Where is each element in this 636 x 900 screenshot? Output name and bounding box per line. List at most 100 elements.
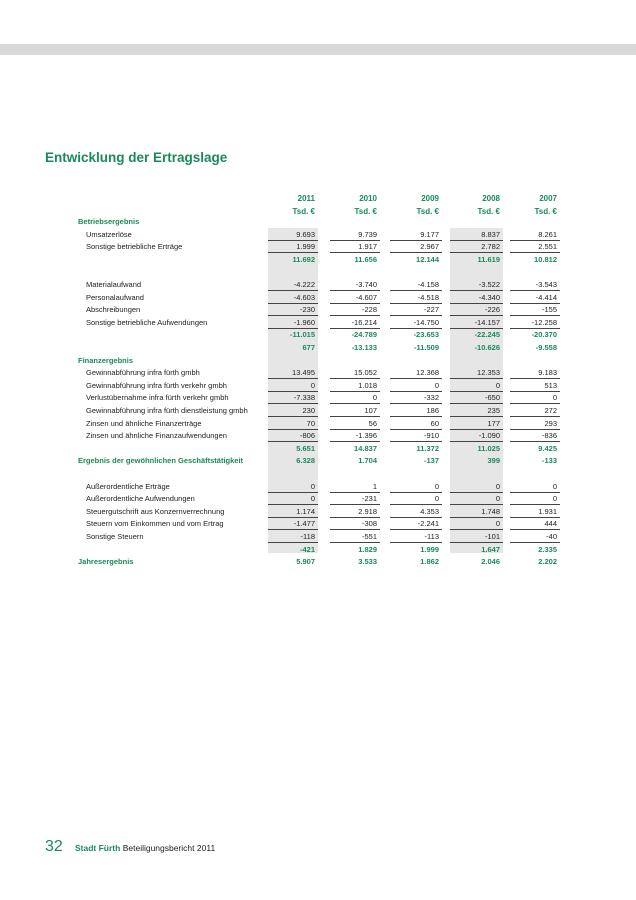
value-cell: 0 <box>268 481 318 493</box>
total-value: -10.626 <box>474 343 500 352</box>
value-cell: -231 <box>330 493 380 506</box>
value-cell: 12.368 <box>390 367 442 380</box>
brand: Stadt Fürth <box>75 843 121 853</box>
total-value: 12.144 <box>416 254 439 264</box>
row-label: Abschreibungen <box>86 305 141 315</box>
value-cell: 177 <box>450 418 503 430</box>
value-cell: -1.090 <box>450 430 503 443</box>
value-cell: -332 <box>390 392 442 405</box>
total-value: -23.653 <box>413 330 439 340</box>
value-cell: 0 <box>450 493 503 506</box>
total-value: 677 <box>302 343 315 352</box>
value-cell: 230 <box>268 405 318 417</box>
value-cell: 9.693 <box>268 229 318 241</box>
value-cell: 0 <box>510 493 560 506</box>
value-cell: -101 <box>450 531 503 543</box>
total-value: 3.533 <box>358 557 377 567</box>
row-label: Sonstige betriebliche Aufwendungen <box>86 317 208 327</box>
total-value: -421 <box>299 544 315 554</box>
row-label: Umsatzerlöse <box>86 229 132 239</box>
value-cell: -4.340 <box>450 292 503 304</box>
value-cell: 8.837 <box>450 229 503 241</box>
value-cell: 186 <box>390 405 442 417</box>
value-cell: -113 <box>390 531 442 543</box>
value-cell: -836 <box>510 430 560 443</box>
total-value: 2.335 <box>538 544 557 554</box>
total-value: -9.558 <box>535 343 557 352</box>
total-value: -137 <box>423 456 439 466</box>
year-header: 2007 <box>539 194 557 203</box>
value-cell: -3.543 <box>510 279 560 291</box>
value-cell: 0 <box>510 392 560 405</box>
value-cell: 272 <box>510 405 560 417</box>
total-value: -133 <box>541 456 557 466</box>
value-cell: 2.918 <box>330 506 380 518</box>
total-value: -11.015 <box>289 330 315 340</box>
value-cell: -4.603 <box>268 292 318 304</box>
value-cell: 1 <box>330 481 380 493</box>
value-cell: -806 <box>268 430 318 443</box>
row-label: Steuergutschrift aus Konzernverrechnung <box>86 506 225 516</box>
page-title: Entwicklung der Ertragslage <box>45 150 228 165</box>
row-label: Gewinnabführung infra fürth dienstleistu… <box>86 406 248 415</box>
value-cell: 0 <box>450 380 503 392</box>
total-label: Jahresergebnis <box>78 557 134 567</box>
value-cell: 15.052 <box>330 367 380 380</box>
unit-header: Tsd. € <box>292 207 315 216</box>
value-cell: -40 <box>510 531 560 543</box>
page-number: 32 <box>45 838 63 855</box>
total-value: 1.704 <box>358 456 377 466</box>
total-value: 399 <box>487 456 500 466</box>
value-cell: 235 <box>450 405 503 417</box>
value-cell: -16.214 <box>330 317 380 329</box>
total-value: 1.999 <box>420 544 439 554</box>
value-cell: 0 <box>330 392 380 405</box>
value-cell: -4.414 <box>510 292 560 304</box>
value-cell: 56 <box>330 418 380 430</box>
total-value: -11.509 <box>413 343 439 352</box>
value-cell: -226 <box>450 304 503 317</box>
year-header: 2011 <box>297 194 315 203</box>
value-cell: 13.495 <box>268 367 318 380</box>
unit-header: Tsd. € <box>477 207 500 216</box>
total-value: 11.619 <box>477 254 500 264</box>
value-cell: -551 <box>330 531 380 543</box>
value-cell: -650 <box>450 392 503 405</box>
column-shade <box>450 228 503 553</box>
total-value: 2.202 <box>538 557 557 567</box>
total-value: 1.829 <box>358 544 377 554</box>
footer-text: Stadt Fürth Beteiligungsbericht 2011 <box>75 843 215 853</box>
row-label: Steuern vom Einkommen und vom Ertrag <box>86 519 224 529</box>
value-cell: -4.607 <box>330 292 380 304</box>
total-value: 10.812 <box>534 254 557 264</box>
total-value: 1.862 <box>420 557 439 567</box>
value-cell: -230 <box>268 304 318 317</box>
total-value: 9.425 <box>538 443 557 453</box>
row-label: Außerordentliche Erträge <box>86 481 170 491</box>
row-label: Personalaufwand <box>86 292 144 302</box>
year-header: 2010 <box>359 194 377 203</box>
value-cell: 70 <box>268 418 318 430</box>
value-cell: 0 <box>390 493 442 506</box>
value-cell: -228 <box>330 304 380 317</box>
total-value: 2.046 <box>481 557 500 567</box>
row-label: Sonstige betriebliche Erträge <box>86 242 183 252</box>
value-cell: 12.353 <box>450 367 503 380</box>
row-label: Gewinnabführung infra fürth gmbh <box>86 368 200 378</box>
value-cell: -1.396 <box>330 430 380 443</box>
column-shade <box>268 228 318 553</box>
row-label: Außerordentliche Aufwendungen <box>86 494 195 504</box>
value-cell: 1.018 <box>330 380 380 392</box>
row-label: Zinsen und ähnliche Finanzaufwendungen <box>86 431 227 441</box>
row-label: Verlustübernahme infra fürth verkehr gmb… <box>86 393 229 403</box>
value-cell: 513 <box>510 380 560 392</box>
value-cell: 0 <box>390 481 442 493</box>
value-cell: -4.222 <box>268 279 318 291</box>
report-name: Beteiligungsbericht 2011 <box>122 843 216 853</box>
value-cell: 293 <box>510 418 560 430</box>
total-value: 14.837 <box>354 443 377 453</box>
unit-header: Tsd. € <box>534 207 557 216</box>
value-cell: -227 <box>390 304 442 317</box>
value-cell: 1.748 <box>450 506 503 518</box>
value-cell: -3.522 <box>450 279 503 291</box>
